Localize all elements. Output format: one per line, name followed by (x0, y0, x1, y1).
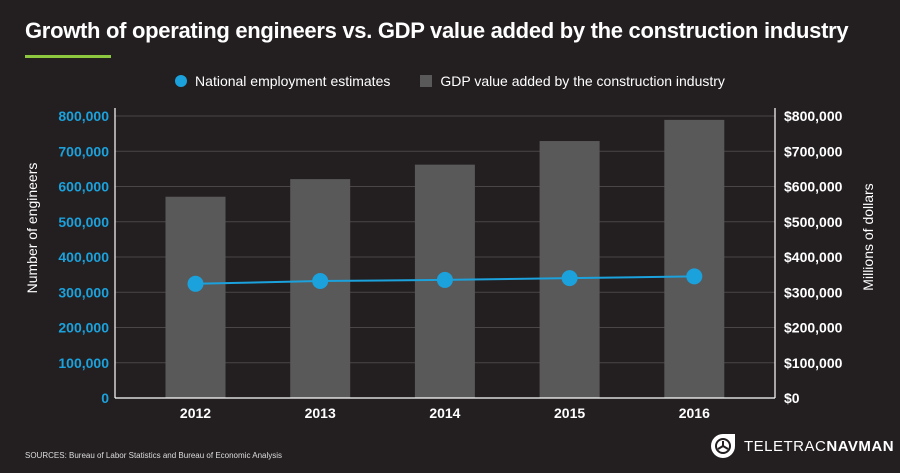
y-tick-left: 600,000 (58, 179, 109, 195)
employment-point (436, 271, 453, 288)
employment-point (561, 270, 578, 287)
title-underline (25, 55, 111, 58)
y-tick-left: 300,000 (58, 284, 109, 300)
x-tick: 2015 (554, 405, 585, 421)
y-tick-left: 0 (101, 390, 109, 406)
legend-label: National employment estimates (195, 73, 391, 89)
x-tick: 2012 (180, 405, 211, 421)
y-tick-right: $500,000 (784, 214, 843, 230)
gdp-bar (165, 196, 226, 398)
employment-point (187, 275, 204, 292)
y-tick-right: $0 (784, 390, 800, 406)
legend-dot-icon (175, 75, 188, 87)
y-tick-left: 500,000 (58, 214, 109, 230)
y-tick-left: 100,000 (58, 355, 109, 371)
legend-item-gdp: GDP value added by the construction indu… (420, 73, 725, 89)
y-tick-right: $800,000 (784, 108, 843, 124)
y-tick-right: $300,000 (784, 284, 843, 300)
y-tick-left: 800,000 (58, 108, 109, 124)
y-tick-right: $700,000 (784, 143, 843, 159)
logo-text: TELETRAC (744, 437, 827, 455)
legend: National employment estimates GDP value … (0, 73, 900, 89)
sources-note: SOURCES: Bureau of Labor Statistics and … (25, 451, 283, 460)
y-tick-right: $400,000 (784, 249, 843, 265)
gdp-bar (539, 141, 600, 398)
chart-title: Growth of operating engineers vs. GDP va… (25, 18, 849, 43)
y-axis-label-right: Millions of dollars (860, 183, 876, 290)
y-tick-right: $200,000 (784, 320, 843, 336)
logo: TELETRACNAVMAN (710, 433, 894, 459)
teletrac-logo-icon (711, 434, 735, 458)
legend-label: GDP value added by the construction indu… (440, 73, 725, 89)
logo-text-bold: NAVMAN (826, 437, 895, 455)
x-tick: 2014 (429, 405, 460, 421)
y-tick-right: $100,000 (784, 355, 843, 371)
x-tick: 2016 (679, 405, 710, 421)
y-tick-left: 400,000 (58, 249, 109, 265)
x-tick: 2013 (305, 405, 336, 421)
legend-square-icon (420, 75, 433, 87)
employment-point (686, 268, 703, 285)
employment-point (312, 272, 329, 289)
legend-item-employment: National employment estimates (175, 73, 390, 89)
y-tick-left: 200,000 (58, 320, 109, 336)
y-tick-left: 700,000 (58, 143, 109, 159)
y-tick-right: $600,000 (784, 179, 843, 195)
gdp-bar (664, 119, 725, 398)
y-axis-label-left: Number of engineers (24, 163, 40, 294)
